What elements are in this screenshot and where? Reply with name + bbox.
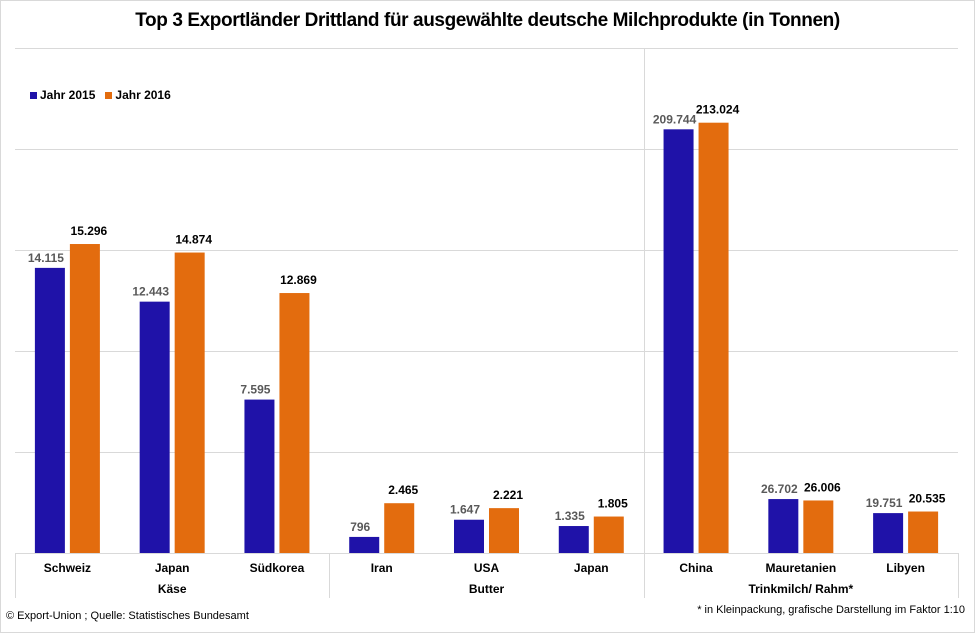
group-label: Trinkmilch/ Rahm* bbox=[748, 582, 853, 596]
data-label: 20.535 bbox=[909, 492, 946, 506]
data-label: 209.744 bbox=[653, 112, 697, 126]
data-label: 7.595 bbox=[240, 383, 270, 397]
bar-2015 bbox=[873, 513, 904, 553]
data-label: 12.869 bbox=[280, 273, 317, 287]
category-label: China bbox=[679, 561, 713, 575]
bar-2015 bbox=[558, 526, 589, 553]
bar-2015 bbox=[244, 399, 275, 553]
data-label: 1.805 bbox=[598, 497, 628, 511]
data-label: 12.443 bbox=[132, 285, 169, 299]
bar-2015 bbox=[139, 301, 170, 553]
data-label: 14.115 bbox=[28, 251, 64, 265]
category-label: Libyen bbox=[886, 561, 925, 575]
bar-2016 bbox=[489, 508, 519, 553]
category-label: Mauretanien bbox=[765, 561, 836, 575]
data-label: 26.006 bbox=[804, 480, 841, 494]
bar-2015 bbox=[663, 129, 694, 553]
data-label: 15.296 bbox=[71, 224, 108, 238]
legend-label-2015: Jahr 2015 bbox=[40, 88, 96, 102]
legend-label-2016: Jahr 2016 bbox=[115, 88, 171, 102]
group-label: Käse bbox=[158, 582, 187, 596]
bar-2016 bbox=[384, 503, 415, 553]
footnote: * in Kleinpackung, grafische Darstellung… bbox=[697, 604, 965, 616]
bar-2016 bbox=[908, 511, 939, 553]
data-label: 2.465 bbox=[388, 483, 418, 497]
legend-swatch-2016 bbox=[105, 91, 113, 99]
category-label: Japan bbox=[574, 561, 609, 575]
data-label: 2.221 bbox=[493, 488, 523, 502]
data-label: 19.751 bbox=[866, 496, 903, 510]
data-label: 14.874 bbox=[175, 233, 212, 247]
category-label: Schweiz bbox=[44, 561, 91, 575]
bar-2016 bbox=[803, 500, 834, 553]
bar-2015 bbox=[454, 519, 484, 553]
bar-2016 bbox=[593, 516, 624, 553]
bar-2015 bbox=[34, 267, 65, 553]
source-note: © Export-Union ; Quelle: Statistisches B… bbox=[6, 610, 249, 622]
bar-2016 bbox=[279, 293, 310, 553]
data-label: 26.702 bbox=[761, 482, 798, 496]
data-label: 1.335 bbox=[555, 509, 585, 523]
data-label: 1.647 bbox=[450, 503, 480, 517]
bar-2016 bbox=[69, 244, 100, 553]
category-label: Japan bbox=[155, 561, 190, 575]
legend-item-2015: Jahr 2015 bbox=[30, 88, 95, 102]
legend-swatch-2015 bbox=[30, 91, 37, 99]
bar-2015 bbox=[768, 499, 799, 553]
legend: Jahr 2015 Jahr 2016 bbox=[30, 88, 171, 102]
bar-2016 bbox=[174, 252, 205, 553]
bar-2016 bbox=[698, 122, 729, 553]
category-label: Südkorea bbox=[250, 561, 305, 575]
category-label: Iran bbox=[371, 561, 393, 575]
data-label: 213.024 bbox=[696, 103, 740, 117]
bar-2015 bbox=[349, 536, 380, 553]
group-label: Butter bbox=[469, 582, 505, 596]
category-label: USA bbox=[474, 561, 500, 575]
chart-title: Top 3 Exportländer Drittland für ausgewä… bbox=[135, 10, 840, 31]
legend-item-2016: Jahr 2016 bbox=[105, 88, 171, 102]
data-label: 796 bbox=[350, 520, 370, 534]
